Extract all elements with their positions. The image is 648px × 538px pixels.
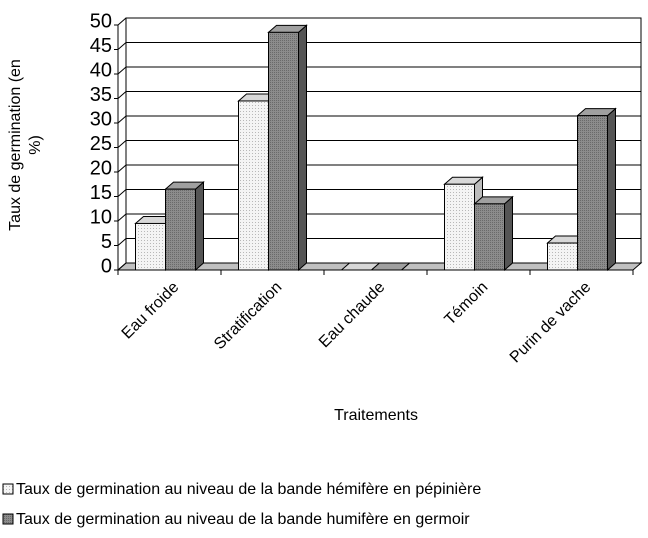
bar-front <box>444 183 475 271</box>
bar-side <box>298 24 307 272</box>
grid-line <box>117 66 127 75</box>
grid-line <box>117 238 127 246</box>
y-tick-label: 45 <box>90 35 112 57</box>
grid-line <box>117 17 127 26</box>
y-tick-label: 30 <box>90 108 112 130</box>
grid-line <box>117 140 127 148</box>
bar-front <box>165 188 196 271</box>
y-tick-label: 15 <box>90 182 112 204</box>
y-tick-label: 5 <box>101 231 112 253</box>
y-tick-label: 40 <box>90 59 112 81</box>
y-tick-label: 20 <box>90 157 112 179</box>
y-tick-label: 0 <box>101 255 112 277</box>
x-tick-label: Eau froide <box>119 279 183 343</box>
legend-label: Taux de germination au niveau de la band… <box>16 511 470 528</box>
bar-front <box>135 222 166 271</box>
bar <box>443 176 484 272</box>
y-axis-title: Taux de germination (en%) <box>7 59 44 231</box>
bar <box>473 195 514 272</box>
legend-swatch <box>2 513 14 525</box>
x-tick-label: Eau chaude <box>316 279 388 351</box>
legend-label: Taux de germination au niveau de la band… <box>16 481 481 498</box>
x-axis-title: Traitements <box>334 407 418 424</box>
bar <box>576 107 617 272</box>
bar-front <box>474 203 505 271</box>
bar-front <box>577 115 608 271</box>
grid-line <box>117 91 127 99</box>
bar-front <box>238 100 269 271</box>
y-tick-label: 50 <box>90 10 112 32</box>
grid-line <box>117 164 127 173</box>
grid-line <box>117 189 127 197</box>
bar-side <box>195 181 204 272</box>
bar <box>164 181 205 272</box>
bar <box>267 24 308 272</box>
legend-swatch <box>2 483 14 495</box>
grid-line <box>117 262 127 271</box>
grid-line <box>117 42 127 50</box>
bar-front <box>547 242 578 271</box>
y-tick-label: 25 <box>90 133 112 155</box>
x-tick-label: Témoin <box>442 279 492 329</box>
bar-front <box>268 31 299 271</box>
bar-side <box>607 107 616 272</box>
x-tick-label: Purin de vache <box>507 279 595 367</box>
y-tick-label: 10 <box>90 206 112 228</box>
x-tick-label: Stratification <box>211 279 285 353</box>
y-tick-label: 35 <box>90 84 112 106</box>
bar-side <box>504 195 513 272</box>
grid-line <box>117 213 127 222</box>
grid-line <box>117 115 127 124</box>
